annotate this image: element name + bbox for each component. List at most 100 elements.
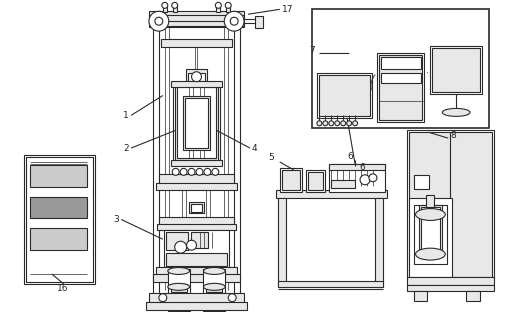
Bar [168,269,189,310]
Bar [148,293,243,303]
Circle shape [316,121,321,126]
Bar [159,174,234,184]
Bar [30,197,87,218]
Bar [208,292,220,297]
Text: 5: 5 [267,153,273,162]
Text: 16: 16 [57,284,68,293]
Bar [172,292,184,297]
Bar [312,9,488,128]
Bar [413,291,427,301]
Bar [24,155,95,284]
Bar [420,207,439,252]
Bar [413,175,429,189]
Circle shape [186,240,196,250]
Bar [157,224,236,230]
Bar [406,277,493,285]
Bar [172,83,220,162]
Circle shape [215,3,221,8]
Circle shape [188,168,194,175]
Circle shape [212,168,218,175]
Ellipse shape [415,208,444,220]
Bar [413,214,429,228]
Ellipse shape [441,108,469,116]
Circle shape [340,121,345,126]
Bar [307,172,323,190]
Bar [380,73,420,83]
Bar [465,291,479,301]
Circle shape [224,11,243,31]
Bar [408,132,491,277]
Bar [329,164,384,192]
Circle shape [225,3,231,8]
Text: 7: 7 [309,46,315,55]
Circle shape [191,72,201,82]
Ellipse shape [415,248,444,260]
Bar [277,281,382,287]
Bar [376,53,424,122]
Bar [170,160,222,166]
Circle shape [334,121,339,126]
Bar [275,190,386,198]
Bar [426,195,433,207]
Bar [317,73,371,118]
Bar [163,6,167,12]
Bar [30,228,87,250]
Bar [156,267,237,275]
Bar [329,164,384,170]
Circle shape [368,174,376,182]
Bar [166,232,187,250]
Circle shape [162,3,168,8]
Bar [305,170,325,192]
Circle shape [322,121,327,126]
Bar [164,230,229,268]
Circle shape [346,121,351,126]
Bar [255,16,263,28]
Bar [430,46,481,94]
Ellipse shape [203,268,225,275]
Bar [374,198,382,287]
Circle shape [171,3,177,8]
Bar [153,274,240,282]
Ellipse shape [203,283,225,290]
Bar [172,6,176,12]
Circle shape [360,175,369,185]
Bar [185,69,207,83]
Bar [182,95,210,150]
Bar [418,205,441,254]
Circle shape [159,294,167,302]
Bar [319,75,369,116]
Bar [432,48,479,92]
Circle shape [228,294,236,302]
Bar [170,284,186,292]
Bar [226,6,230,12]
Bar [279,168,301,192]
Text: 3: 3 [113,215,119,224]
Bar [203,269,225,310]
Text: 6: 6 [346,151,352,161]
Bar [156,183,237,190]
Bar [170,81,222,87]
Circle shape [204,168,211,175]
Bar [166,253,227,266]
Circle shape [328,121,333,126]
Bar [331,180,355,188]
Bar [277,198,285,287]
Bar [406,130,493,279]
Bar [190,232,208,248]
Ellipse shape [168,283,189,290]
Circle shape [180,168,187,175]
Circle shape [352,121,357,126]
Bar [378,55,422,120]
Bar [380,57,420,69]
Text: 6: 6 [359,163,364,172]
Bar [406,285,493,291]
Bar [408,198,451,277]
Bar [26,157,93,282]
Text: 2: 2 [123,144,129,152]
Circle shape [195,168,203,175]
Bar [159,218,234,225]
Bar [281,170,299,190]
Ellipse shape [168,268,189,275]
Bar [145,302,246,310]
Bar [30,165,87,187]
